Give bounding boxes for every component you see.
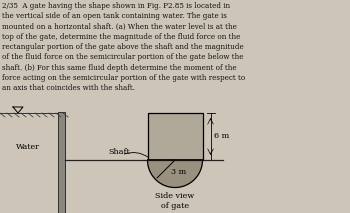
Bar: [147, 113, 203, 160]
Text: 2/35  A gate having the shape shown in Fig. P2.85 is located in
the vertical sid: 2/35 A gate having the shape shown in Fi…: [2, 2, 245, 92]
Polygon shape: [147, 160, 203, 187]
Bar: [58, 112, 65, 213]
Text: Side view
of gate: Side view of gate: [155, 193, 195, 210]
Text: Water: Water: [16, 143, 40, 151]
Text: 6 m: 6 m: [215, 132, 230, 141]
Text: 3 m: 3 m: [171, 168, 186, 176]
Text: Shaft: Shaft: [108, 148, 130, 156]
